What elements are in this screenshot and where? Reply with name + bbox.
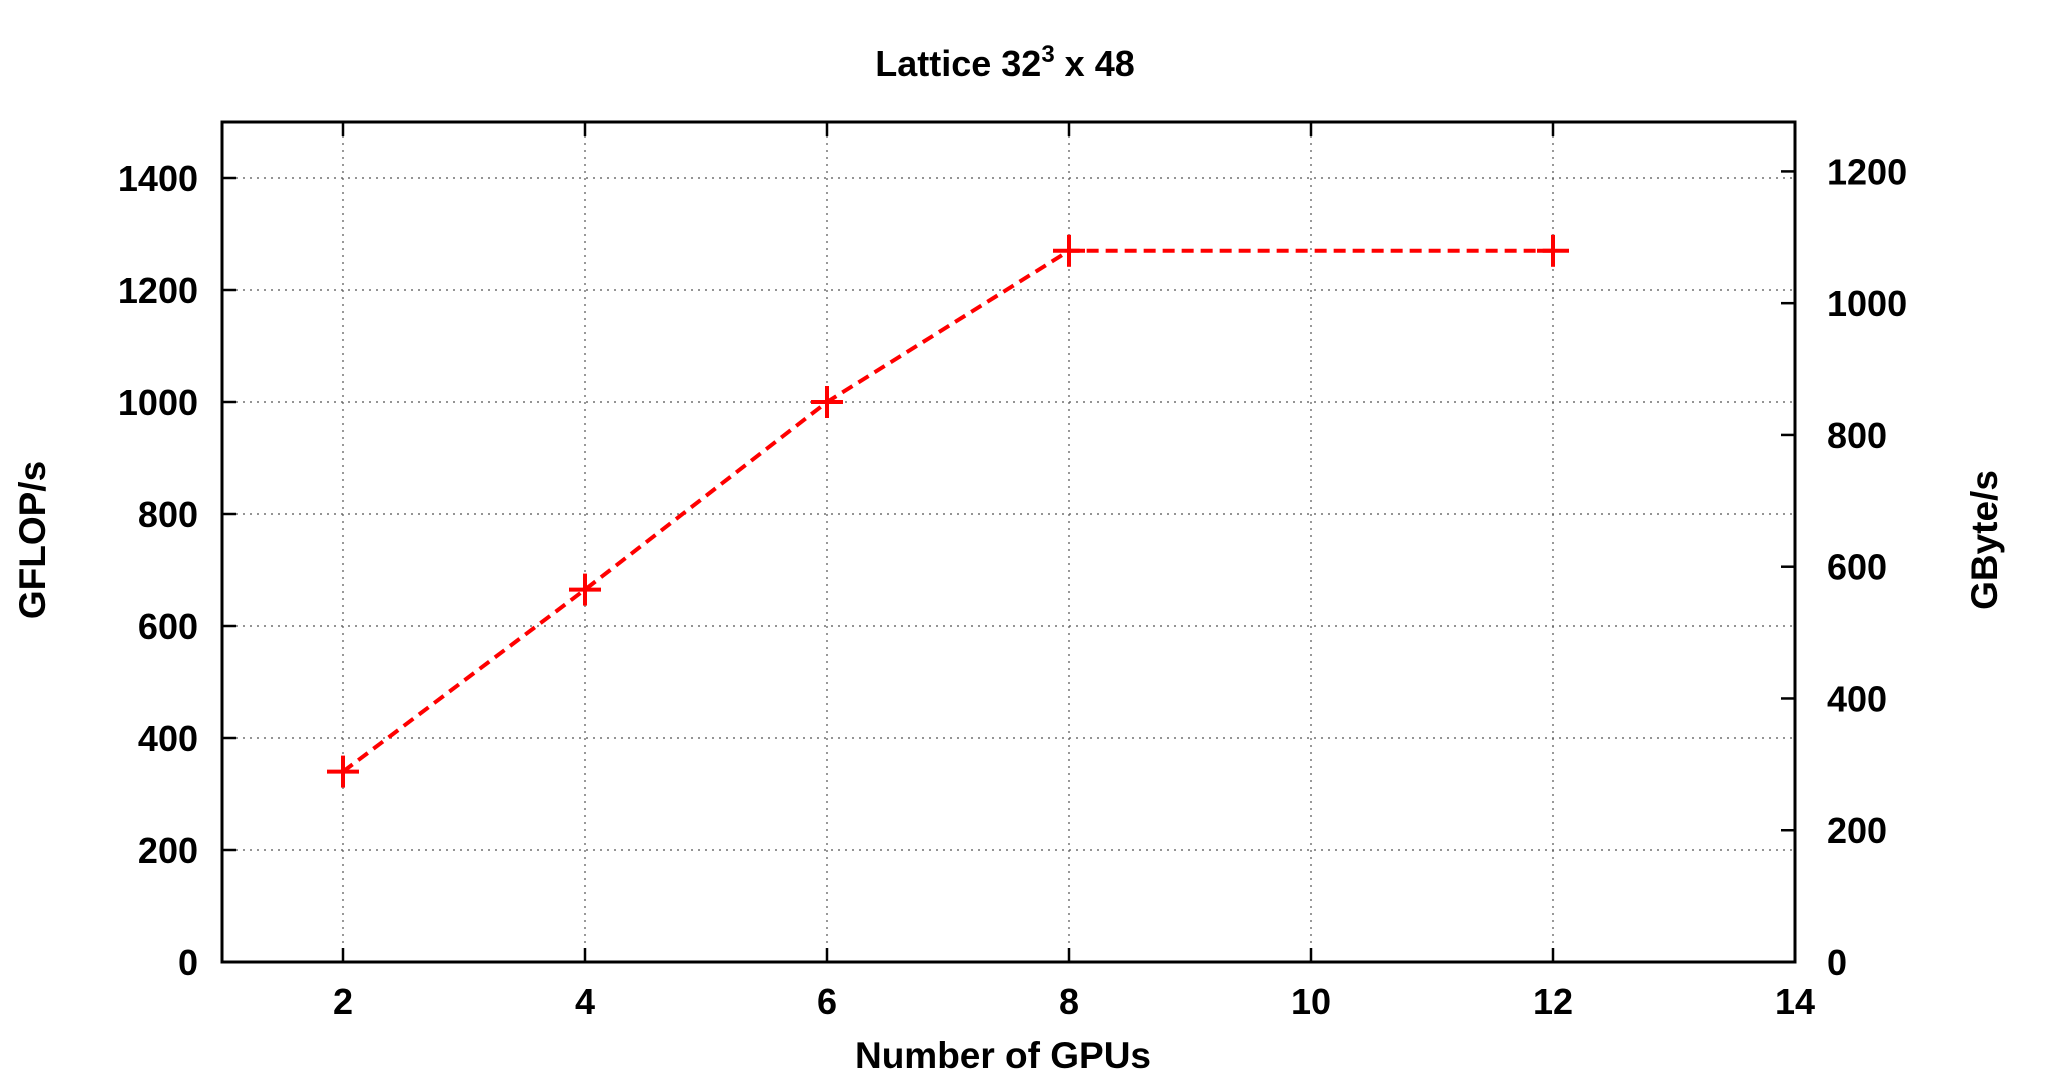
x-tick-label: 6 [817, 981, 837, 1022]
x-tick-label: 14 [1775, 981, 1815, 1022]
y-tick-label: 800 [138, 494, 198, 535]
plot-frame [220, 120, 1797, 964]
y-tick-label: 400 [138, 718, 198, 759]
y2-tick-label: 200 [1827, 810, 1887, 851]
y-tick-label: 1400 [118, 158, 198, 199]
x-tick-label: 12 [1533, 981, 1573, 1022]
x-tick-label: 10 [1291, 981, 1331, 1022]
y-axis-title: GFLOP/s [12, 461, 53, 619]
x-tick-label: 8 [1059, 981, 1079, 1022]
data-series [327, 234, 1569, 788]
series-line [341, 248, 1553, 774]
y2-axis-title: GByte/s [1964, 470, 2005, 610]
y-tick-label: 600 [138, 606, 198, 647]
axes [220, 120, 1797, 964]
chart-title-main: Lattice 32 [875, 43, 1041, 84]
y-tick-label: 0 [178, 942, 198, 983]
data-point-marker [327, 755, 359, 788]
x-tick-label: 4 [575, 981, 595, 1022]
chart-title: Lattice 323 x 48 [875, 41, 1135, 84]
y-tick-label: 200 [138, 830, 198, 871]
y2-tick-label: 600 [1827, 547, 1887, 588]
chart-title-suffix: x 48 [1055, 43, 1135, 84]
y-tick-label: 1000 [118, 382, 198, 423]
data-point-marker [1053, 234, 1085, 267]
y2-tick-label: 0 [1827, 942, 1847, 983]
grid-lines [222, 122, 1795, 962]
chart-title-superscript: 3 [1041, 41, 1054, 68]
y-tick-label: 1200 [118, 270, 198, 311]
y2-tick-label: 800 [1827, 415, 1887, 456]
x-axis-title: Number of GPUs [855, 1035, 1151, 1075]
y2-tick-label: 1000 [1827, 283, 1907, 324]
x-tick-label: 2 [333, 981, 353, 1022]
data-point-marker [811, 386, 843, 418]
y2-tick-label: 1200 [1827, 151, 1907, 192]
data-point-marker [1537, 234, 1569, 267]
tick-labels: 2 4 6 8 10 12 14 0 200 400 600 800 1000 1200 1400 0 200 4… [118, 151, 1907, 1022]
y2-tick-label: 400 [1827, 678, 1887, 719]
data-point-marker [569, 573, 601, 606]
